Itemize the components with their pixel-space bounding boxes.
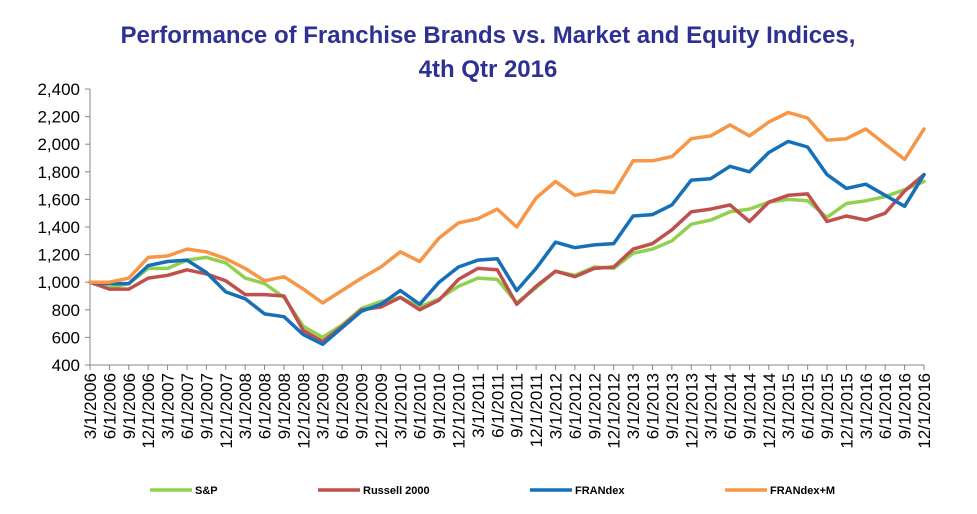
x-tick-label: 12/1/2010 xyxy=(450,373,469,449)
x-tick-label: 3/1/2006 xyxy=(81,373,100,439)
x-tick-label: 6/1/2007 xyxy=(178,373,197,439)
chart-subtitle: 4th Qtr 2016 xyxy=(419,56,558,83)
y-tick-label: 400 xyxy=(52,356,80,375)
x-tick-label: 6/1/2008 xyxy=(256,373,275,439)
series-line-frandex xyxy=(88,139,926,347)
x-tick-label: 9/1/2008 xyxy=(275,373,294,439)
x-tick-label: 3/1/2010 xyxy=(391,373,410,439)
x-tick-label: 12/1/2014 xyxy=(760,373,779,449)
legend-label-frandex: FRANdex xyxy=(575,485,625,497)
x-tick-label: 3/1/2009 xyxy=(314,373,333,439)
x-tick-label: 12/1/2007 xyxy=(217,373,236,449)
x-tick-label: 9/1/2007 xyxy=(197,373,216,439)
y-tick-label: 2,200 xyxy=(37,108,80,127)
x-tick-label: 3/1/2012 xyxy=(546,373,565,439)
x-tick-label: 3/1/2011 xyxy=(469,373,488,438)
series-line-frandex-m xyxy=(88,110,926,305)
x-tick-label: 6/1/2013 xyxy=(643,373,662,439)
x-tick-label: 12/1/2011 xyxy=(527,373,546,447)
x-tick-label: 9/1/2014 xyxy=(740,373,759,439)
x-tick-label: 9/1/2006 xyxy=(120,373,139,439)
y-tick-label: 800 xyxy=(52,301,80,320)
y-tick-label: 2,000 xyxy=(37,135,80,154)
chart-title: Performance of Franchise Brands vs. Mark… xyxy=(121,22,856,49)
series-line-russell-2000 xyxy=(88,172,926,344)
x-tick-label: 9/1/2015 xyxy=(818,373,837,439)
chart-axes xyxy=(89,89,924,366)
x-tick-label: 12/1/2013 xyxy=(682,373,701,449)
x-tick-label: 12/1/2006 xyxy=(139,373,158,449)
y-tick-label: 2,400 xyxy=(37,80,80,99)
x-tick-label: 6/1/2010 xyxy=(411,373,430,439)
y-tick-label: 600 xyxy=(52,328,80,347)
y-tick-label: 1,200 xyxy=(37,246,80,265)
x-tick-label: 12/1/2008 xyxy=(294,373,313,449)
x-tick-label: 9/1/2013 xyxy=(663,373,682,439)
x-tick-label: 3/1/2008 xyxy=(236,373,255,439)
x-tick-label: 6/1/2012 xyxy=(566,373,585,439)
y-axis-ticks: 400 600 800 1,000 1,200 1,400 1,600 1,800 2,000 2… xyxy=(37,80,90,375)
x-tick-label: 12/1/2015 xyxy=(837,373,856,449)
x-tick-label: 9/1/2016 xyxy=(896,373,915,439)
x-tick-label: 6/1/2009 xyxy=(333,373,352,439)
legend-label-frandex-m: FRANdex+M xyxy=(770,485,835,497)
x-tick-label: 3/1/2014 xyxy=(702,373,721,439)
x-tick-label: 12/1/2009 xyxy=(372,373,391,449)
x-tick-label: 9/1/2011 xyxy=(508,373,527,438)
series-lines xyxy=(88,110,926,347)
x-tick-label: 9/1/2012 xyxy=(585,373,604,439)
x-tick-label: 9/1/2010 xyxy=(430,373,449,439)
y-tick-label: 1,000 xyxy=(37,273,80,292)
x-tick-label: 12/1/2012 xyxy=(605,373,624,449)
x-tick-label: 6/1/2016 xyxy=(876,373,895,439)
series-line-s-p xyxy=(88,179,926,340)
x-tick-label: 9/1/2009 xyxy=(353,373,372,439)
x-tick-label: 3/1/2016 xyxy=(857,373,876,439)
x-tick-label: 12/1/2016 xyxy=(915,373,934,449)
x-axis-ticks: 3/1/2006 6/1/2006 9/1/2006 12/1/2006 3/1/200… xyxy=(81,365,934,449)
x-tick-label: 6/1/2015 xyxy=(799,373,818,439)
legend-label-s-p: S&P xyxy=(195,485,218,497)
x-tick-label: 3/1/2007 xyxy=(159,373,178,439)
legend: S&P Russell 2000 FRANdex FRANdex+M xyxy=(150,485,835,497)
x-tick-label: 3/1/2015 xyxy=(779,373,798,439)
x-tick-label: 3/1/2013 xyxy=(624,373,643,439)
legend-label-russell-2000: Russell 2000 xyxy=(363,485,430,497)
x-tick-label: 6/1/2014 xyxy=(721,373,740,439)
y-tick-label: 1,400 xyxy=(37,218,80,237)
y-tick-label: 1,600 xyxy=(37,190,80,209)
x-tick-label: 6/1/2006 xyxy=(100,373,119,439)
x-tick-label: 6/1/2011 xyxy=(488,373,507,438)
y-tick-label: 1,800 xyxy=(37,163,80,182)
